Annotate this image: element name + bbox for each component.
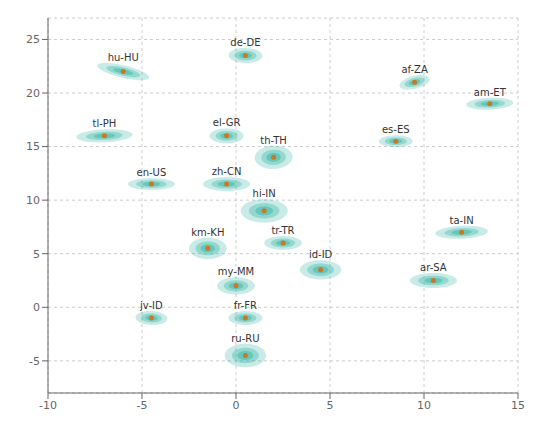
svg-text:hu-HU: hu-HU	[108, 52, 139, 63]
svg-text:10: 10	[417, 399, 431, 412]
svg-text:20: 20	[26, 87, 40, 100]
svg-text:km-KH: km-KH	[191, 227, 224, 238]
svg-text:-10: -10	[39, 399, 57, 412]
svg-text:15: 15	[26, 140, 40, 153]
svg-text:ta-IN: ta-IN	[450, 215, 474, 226]
svg-text:ar-SA: ar-SA	[420, 262, 447, 273]
svg-text:am-ET: am-ET	[474, 87, 507, 98]
svg-text:de-DE: de-DE	[230, 37, 260, 48]
svg-text:af-ZA: af-ZA	[401, 64, 428, 75]
svg-text:zh-CN: zh-CN	[212, 166, 242, 177]
svg-text:tl-PH: tl-PH	[92, 118, 116, 129]
svg-text:10: 10	[26, 194, 40, 207]
svg-text:id-ID: id-ID	[309, 249, 333, 260]
svg-text:15: 15	[511, 399, 525, 412]
svg-text:-5: -5	[29, 355, 40, 368]
svg-text:en-US: en-US	[137, 167, 167, 178]
svg-text:el-GR: el-GR	[213, 117, 241, 128]
svg-text:0: 0	[233, 399, 240, 412]
svg-text:ru-RU: ru-RU	[231, 333, 259, 344]
svg-text:25: 25	[26, 33, 40, 46]
svg-text:hi-IN: hi-IN	[253, 188, 276, 199]
svg-text:th-TH: th-TH	[260, 135, 287, 146]
svg-text:jv-ID: jv-ID	[139, 300, 163, 311]
svg-text:tr-TR: tr-TR	[271, 225, 294, 236]
svg-text:-5: -5	[137, 399, 148, 412]
svg-text:0: 0	[33, 301, 40, 314]
svg-text:fr-FR: fr-FR	[234, 300, 257, 311]
svg-text:5: 5	[33, 248, 40, 261]
svg-text:5: 5	[327, 399, 334, 412]
svg-text:es-ES: es-ES	[382, 124, 410, 135]
svg-text:my-MM: my-MM	[218, 266, 254, 277]
